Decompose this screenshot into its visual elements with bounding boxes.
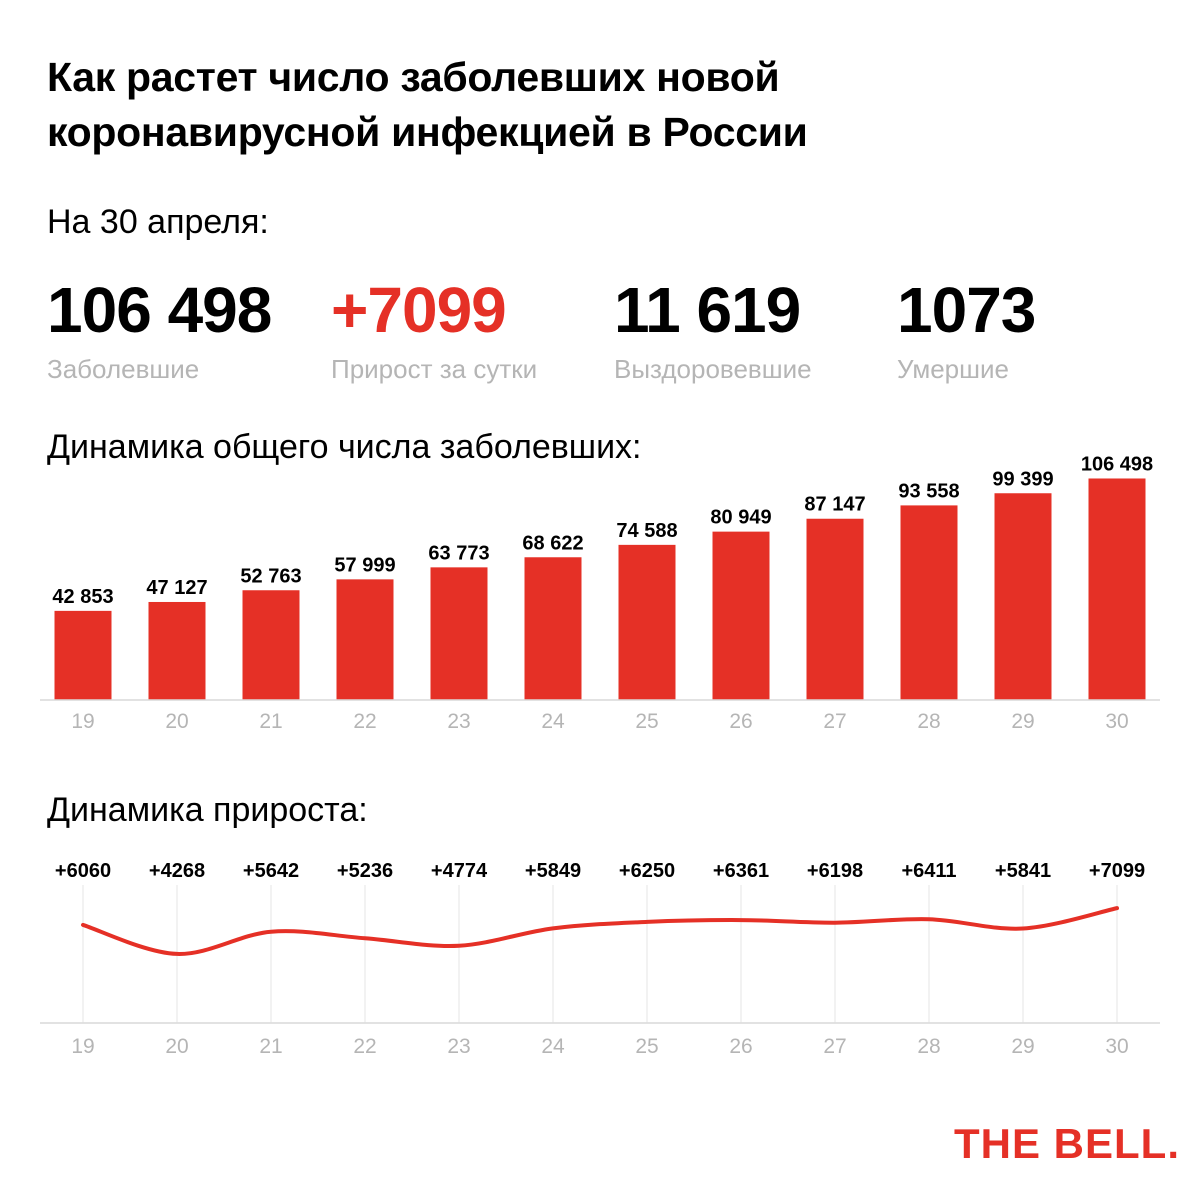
x-tick-label: 26 [729, 710, 752, 733]
x-tick-label: 24 [541, 710, 565, 733]
x-tick-label: 23 [447, 710, 470, 733]
x-tick-label: 30 [1105, 1035, 1128, 1058]
x-tick-label: 25 [635, 710, 658, 733]
bar-value-label: 47 127 [146, 577, 207, 599]
line-chart-title: Динамика прироста: [47, 791, 368, 829]
stat-recovered-value: 11 619 [614, 274, 801, 346]
point-value-label: +6250 [619, 860, 675, 882]
bar-value-label: 93 558 [898, 480, 959, 502]
page-title: Как растет число заболевших новой корона… [47, 54, 808, 155]
point-value-label: +5841 [995, 860, 1051, 882]
point-value-label: +4268 [149, 860, 205, 882]
bar [430, 567, 488, 700]
point-value-label: +7099 [1089, 860, 1145, 882]
x-tick-label: 21 [259, 1035, 282, 1058]
stat-cases-value: 106 498 [47, 274, 272, 346]
stat-increase-label: Прирост за сутки [331, 354, 538, 384]
stat-increase: +7099 Прирост за сутки [331, 272, 537, 386]
bar [148, 601, 206, 700]
line-chart: +6060 19 +4268 20 +5642 21 +5236 22 +4774 23 +5849… [40, 860, 1160, 1058]
x-tick-label: 20 [165, 710, 188, 733]
point-value-label: +6411 [901, 860, 956, 882]
x-tick-label: 27 [823, 710, 846, 733]
bar-value-label: 42 853 [52, 586, 113, 608]
point-value-label: +6060 [55, 860, 111, 882]
stat-deaths-label: Умершие [897, 354, 1009, 384]
increase-line [81, 906, 1119, 956]
x-tick-label: 20 [165, 1035, 188, 1058]
x-tick-label: 21 [259, 710, 282, 733]
bar [806, 518, 864, 700]
bar [994, 493, 1052, 700]
bar-value-label: 68 622 [522, 532, 583, 554]
stat-recovered: 11 619 Выздоровевшие [614, 272, 812, 386]
point-value-label: +4774 [431, 860, 488, 882]
x-tick-label: 22 [353, 710, 376, 733]
stat-deaths: 1073 Умершие [897, 272, 1036, 386]
stat-recovered-label: Выздоровевшие [614, 354, 812, 384]
x-tick-label: 24 [541, 1035, 565, 1058]
bar [900, 505, 958, 700]
bar-value-label: 99 399 [992, 468, 1053, 490]
bar [618, 544, 676, 700]
x-tick-label: 29 [1011, 1035, 1034, 1058]
bar [712, 531, 770, 700]
point-value-label: +5236 [337, 860, 393, 882]
point-value-label: +6361 [713, 860, 769, 882]
bar-value-label: 57 999 [334, 554, 395, 576]
bar-value-label: 87 147 [804, 494, 865, 516]
x-tick-label: 28 [917, 710, 940, 733]
x-tick-label: 25 [635, 1035, 658, 1058]
point-value-label: +5849 [525, 860, 581, 882]
bar-value-label: 106 498 [1081, 453, 1153, 475]
bar-value-label: 63 773 [428, 542, 489, 564]
the-bell-logo: THE BELL. [954, 1120, 1180, 1167]
x-tick-label: 19 [71, 710, 94, 733]
stat-cases: 106 498 Заболевшие [47, 272, 272, 386]
stat-cases-label: Заболевшие [47, 354, 200, 384]
x-tick-label: 19 [71, 1035, 94, 1058]
stat-deaths-value: 1073 [897, 274, 1036, 346]
bar [54, 610, 112, 700]
bar [524, 557, 582, 700]
bar-chart: 42 853 19 47 127 20 52 763 21 57 999 22 63 773 23… [40, 453, 1160, 733]
x-tick-label: 23 [447, 1035, 470, 1058]
bar [242, 590, 300, 700]
x-tick-label: 30 [1105, 710, 1128, 733]
bar [1088, 478, 1146, 700]
bar-chart-title: Динамика общего числа заболевших: [47, 428, 642, 466]
stat-increase-value: +7099 [331, 274, 507, 346]
x-tick-label: 26 [729, 1035, 752, 1058]
point-value-label: +6198 [807, 860, 863, 882]
bar-value-label: 80 949 [710, 507, 771, 529]
bar [336, 579, 394, 700]
x-tick-label: 28 [917, 1035, 940, 1058]
x-tick-label: 22 [353, 1035, 376, 1058]
point-value-label: +5642 [243, 860, 299, 882]
bar-value-label: 74 588 [616, 520, 677, 542]
x-tick-label: 27 [823, 1035, 846, 1058]
x-tick-label: 29 [1011, 710, 1034, 733]
date-label: На 30 апреля: [47, 203, 269, 241]
bar-value-label: 52 763 [240, 565, 301, 587]
